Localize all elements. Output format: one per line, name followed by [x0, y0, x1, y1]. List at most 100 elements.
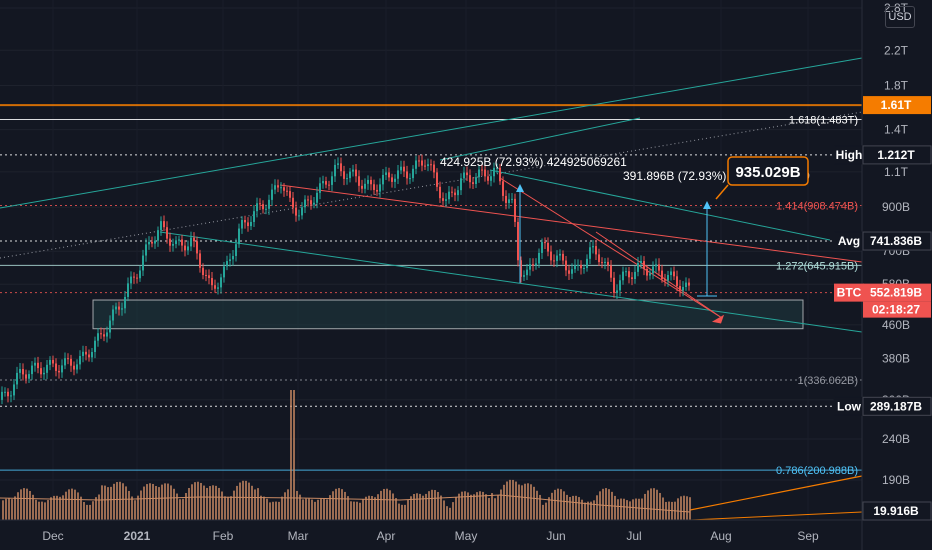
candle-body	[355, 169, 357, 177]
candle-body	[247, 222, 249, 227]
candle-body	[181, 239, 183, 246]
candle-body	[448, 191, 450, 200]
volume-bar	[566, 494, 568, 520]
volume-bar	[134, 500, 136, 520]
volume-bar	[686, 496, 688, 520]
candle-body	[409, 178, 411, 180]
candle-body	[34, 362, 36, 366]
volume-bar	[170, 485, 172, 520]
candle-body	[235, 244, 237, 256]
candle-body	[220, 277, 222, 288]
volume-bar	[563, 491, 565, 520]
volume-bar	[533, 486, 535, 520]
candle-body	[253, 211, 255, 222]
target-box	[727, 156, 809, 186]
candle-body	[517, 221, 519, 261]
candle-body	[472, 182, 474, 184]
volume-bar	[467, 492, 469, 520]
candle-body	[211, 278, 213, 286]
volume-bar	[551, 492, 553, 520]
candle-body	[526, 269, 528, 276]
volume-bar	[53, 495, 55, 520]
volume-bar	[395, 498, 397, 520]
y-tick-label: 240B	[882, 432, 910, 446]
candle-body	[622, 271, 624, 281]
candle-body	[535, 263, 537, 266]
x-tick-label: Feb	[213, 529, 234, 543]
candle-body	[493, 167, 495, 177]
candle-body	[559, 253, 561, 256]
support-zone	[92, 299, 804, 330]
volume-bar	[560, 489, 562, 520]
volume-bar	[206, 487, 208, 520]
volume-bar	[461, 491, 463, 520]
candle-body	[556, 255, 558, 261]
volume-bar	[416, 493, 418, 520]
candle-body	[541, 242, 543, 253]
candle-body	[628, 271, 630, 278]
volume-bar	[389, 490, 391, 520]
candle-body	[106, 332, 108, 337]
volume-bar	[152, 483, 154, 520]
candle-body	[13, 384, 15, 396]
y-tick-label: 2.8T	[884, 1, 909, 15]
volume-bar	[602, 488, 604, 520]
volume-bar	[50, 497, 52, 520]
candle-body	[223, 266, 225, 278]
wedge-upper-line	[489, 169, 831, 241]
volume-bar	[530, 484, 532, 520]
candle-body	[334, 164, 336, 177]
volume-bar	[29, 490, 31, 520]
volume-bar	[422, 495, 424, 520]
candle-body	[217, 287, 219, 289]
candle-body	[616, 290, 618, 293]
candles	[1, 154, 690, 405]
volume-bar	[308, 498, 310, 520]
candle-body	[607, 261, 609, 266]
level-tag-vol	[862, 501, 932, 521]
volume-bar	[584, 502, 586, 520]
candle-body	[508, 199, 510, 203]
volume-bar	[665, 501, 667, 520]
volume-bar	[443, 500, 445, 520]
volume-bar	[650, 488, 652, 520]
volume-bar	[581, 499, 583, 520]
candle-body	[379, 184, 381, 192]
volume-bar	[590, 501, 592, 520]
candle-body	[10, 395, 12, 397]
candle-body	[265, 208, 267, 210]
volume-bar	[419, 493, 421, 520]
candle-body	[454, 192, 456, 196]
volume-bar	[293, 390, 295, 520]
target-arrow-head	[711, 314, 725, 324]
candle-body	[343, 171, 345, 179]
volume-bar	[479, 491, 481, 520]
volume-bar	[476, 492, 478, 520]
volume-bar	[236, 485, 238, 520]
volume-bar	[137, 495, 139, 520]
volume-bar	[386, 488, 388, 520]
candle-body	[439, 186, 441, 199]
volume-bar	[347, 496, 349, 520]
y-tick-label: 1.1T	[884, 165, 909, 179]
volume-bar	[434, 490, 436, 520]
candle-body	[226, 261, 228, 267]
volume-bar	[605, 488, 607, 520]
candle-body	[103, 334, 105, 337]
volume-bar	[254, 489, 256, 520]
y-tick-label: 1.4T	[884, 123, 909, 137]
projection-line	[439, 117, 641, 161]
volume-bar	[245, 480, 247, 520]
candle-body	[340, 163, 342, 172]
volume-bar	[392, 493, 394, 520]
volume-bar	[401, 504, 403, 520]
tag-caption-last	[834, 283, 864, 302]
volume-bar	[149, 483, 151, 520]
volume-bar	[371, 496, 373, 520]
volume-bar	[278, 501, 280, 520]
level-label-fib-1: 1(336.062B)	[797, 375, 858, 387]
candle-body	[346, 178, 348, 180]
volume-bar	[173, 488, 175, 520]
currency-badge[interactable]: USD	[885, 6, 915, 28]
